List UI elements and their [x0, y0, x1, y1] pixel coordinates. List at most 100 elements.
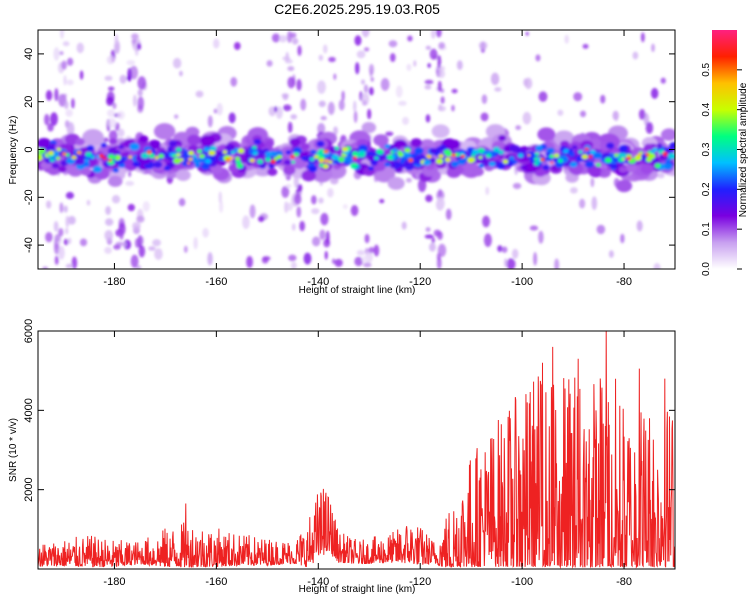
- spectral-blob: [219, 200, 224, 213]
- spectral-blob: [108, 158, 112, 162]
- spectral-blob: [112, 102, 117, 110]
- x-tick-label: -160: [205, 576, 227, 588]
- spectral-blob: [45, 89, 53, 101]
- spectral-blob: [275, 106, 283, 119]
- spectral-blob: [367, 108, 372, 120]
- spectral-blob: [366, 155, 375, 162]
- spectral-blob: [584, 147, 589, 151]
- spectral-blob: [76, 42, 84, 54]
- spectral-blob: [424, 84, 432, 90]
- spectral-blob: [60, 30, 64, 39]
- spectral-blob: [342, 204, 348, 210]
- snr-series-line: [38, 331, 675, 569]
- spectral-blob: [446, 166, 462, 178]
- spectral-blob: [48, 150, 54, 156]
- spectral-blob: [413, 60, 417, 67]
- spectral-blob: [385, 131, 394, 137]
- spectral-blob: [483, 233, 492, 247]
- spectral-blob: [613, 153, 619, 158]
- spectral-blob: [323, 238, 331, 248]
- spectral-blob: [591, 196, 598, 210]
- spectral-blob: [387, 155, 393, 160]
- spectral-blob: [138, 135, 149, 143]
- spectral-blob: [501, 246, 508, 253]
- y-tick-label: 2000: [23, 477, 35, 501]
- spectral-blob: [187, 161, 191, 165]
- spectral-blob: [284, 59, 293, 64]
- spectral-blob: [363, 47, 370, 52]
- spectral-blob: [478, 163, 485, 169]
- spectral-blob: [188, 157, 193, 161]
- x-tick-label: -160: [205, 276, 227, 288]
- spectral-blob: [354, 35, 362, 46]
- spectrogram-x-axis: -180 -160 -140 -120 -100 -80: [103, 30, 632, 288]
- spectral-blob: [656, 143, 663, 148]
- colorbar-gradient: [712, 30, 737, 269]
- spectral-blob: [368, 166, 374, 171]
- x-tick-label: -140: [307, 576, 329, 588]
- y-tick-label: -40: [23, 237, 35, 253]
- spectral-blob: [533, 251, 538, 266]
- spectral-blob: [117, 110, 125, 120]
- spectral-blob: [440, 88, 445, 93]
- spectral-blob: [609, 162, 618, 170]
- spectral-blob: [319, 229, 326, 241]
- spectral-blob: [353, 100, 357, 112]
- spectral-blob: [233, 42, 241, 51]
- spectral-blob: [506, 258, 516, 269]
- spectral-blob: [213, 38, 220, 49]
- snr-frame: [37, 330, 676, 570]
- spectral-blob: [192, 154, 197, 158]
- spectral-blob: [580, 110, 587, 118]
- spectral-blob: [436, 252, 441, 261]
- spectral-blob: [79, 238, 88, 247]
- spectral-blob: [509, 156, 515, 161]
- spectral-blob: [368, 247, 375, 254]
- spectral-blob: [428, 242, 436, 252]
- spectral-blob: [44, 113, 50, 126]
- spectral-blob: [188, 150, 194, 156]
- spectral-blob: [354, 256, 363, 267]
- spectral-blob: [357, 144, 369, 153]
- spectral-blob: [401, 221, 407, 230]
- spectral-blob: [285, 150, 292, 155]
- spectral-blob: [478, 155, 483, 160]
- spectral-blob: [319, 163, 324, 168]
- spectral-blob: [92, 165, 103, 173]
- spectral-blob: [287, 121, 293, 134]
- spectral-blob: [429, 157, 436, 163]
- spectral-blob: [292, 37, 299, 45]
- spectral-blob: [258, 163, 267, 169]
- spectral-blob: [588, 154, 593, 159]
- spectral-blob: [350, 162, 359, 169]
- spectral-blob: [405, 177, 412, 183]
- spectral-blob: [61, 60, 67, 70]
- spectral-blob: [105, 206, 112, 215]
- spectral-blob: [290, 154, 296, 159]
- spectral-blob: [264, 139, 275, 148]
- colorbar: 0.0 0.1 0.2 0.3 0.4 0.5 Normalized spectral a…: [701, 30, 749, 276]
- snr-x-axis: -180 -160 -140 -120 -100 -80: [103, 331, 632, 588]
- spectral-blob: [392, 148, 398, 153]
- spectral-blob: [578, 150, 583, 154]
- spectral-blob: [472, 167, 484, 177]
- spectral-blob: [301, 169, 317, 182]
- spectral-blob: [296, 206, 302, 218]
- spectral-blob: [167, 148, 173, 153]
- spectral-blob: [74, 157, 85, 166]
- spectral-blob: [311, 236, 321, 247]
- colorbar-tick-label: 0.1: [701, 222, 712, 236]
- spectral-blob: [202, 227, 209, 238]
- spectral-blob: [554, 258, 560, 269]
- spectral-blob: [80, 167, 92, 176]
- spectral-blob: [137, 76, 147, 90]
- spectral-blob: [410, 138, 423, 148]
- spectral-blob: [549, 154, 554, 159]
- colorbar-tick-label: 0.4: [701, 102, 712, 116]
- spectral-blob: [249, 204, 256, 219]
- spectral-blob: [662, 151, 668, 156]
- spectral-blob: [437, 105, 446, 112]
- spectral-blob: [486, 149, 493, 155]
- spectral-blob: [527, 152, 537, 160]
- spectral-blob: [579, 198, 586, 209]
